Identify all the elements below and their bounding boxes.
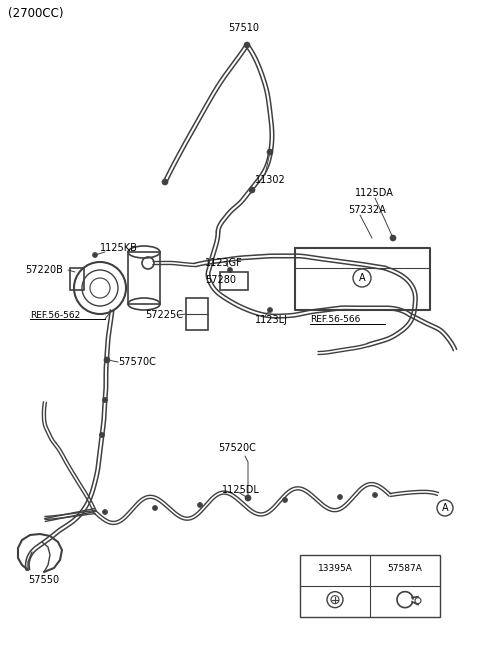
Text: 13395A: 13395A [318, 564, 352, 573]
Text: 57220B: 57220B [25, 265, 63, 275]
Circle shape [245, 495, 251, 501]
Circle shape [372, 493, 377, 497]
Circle shape [267, 149, 273, 155]
Text: 57570C: 57570C [118, 357, 156, 367]
Text: 1125DA: 1125DA [355, 188, 394, 198]
Circle shape [267, 308, 273, 312]
Text: REF.56-562: REF.56-562 [30, 310, 80, 319]
Circle shape [99, 432, 105, 438]
Circle shape [245, 495, 251, 501]
Circle shape [331, 596, 339, 604]
Circle shape [103, 398, 108, 403]
Text: 57510: 57510 [228, 23, 259, 33]
Circle shape [249, 187, 255, 193]
Circle shape [337, 495, 343, 499]
Circle shape [353, 269, 371, 287]
Bar [70, 268, 84, 290]
Text: 1123GF: 1123GF [205, 258, 243, 268]
Circle shape [197, 502, 203, 508]
Circle shape [244, 42, 250, 48]
Circle shape [437, 500, 453, 516]
Text: (2700CC): (2700CC) [8, 7, 63, 20]
Circle shape [390, 235, 396, 241]
Text: 57225C: 57225C [145, 310, 183, 320]
Text: REF.56-566: REF.56-566 [310, 316, 360, 325]
Circle shape [228, 268, 232, 272]
Text: 57550: 57550 [28, 575, 59, 585]
Text: 1125KB: 1125KB [100, 243, 138, 253]
Circle shape [327, 592, 343, 607]
Circle shape [283, 497, 288, 502]
Circle shape [153, 506, 157, 510]
Text: 57280: 57280 [205, 275, 236, 285]
Bar [220, 272, 248, 290]
Text: A: A [442, 503, 448, 513]
Bar [300, 555, 440, 617]
Circle shape [103, 510, 108, 514]
Text: 1125DL: 1125DL [222, 485, 260, 495]
Circle shape [162, 179, 168, 185]
Bar [128, 252, 160, 304]
Circle shape [104, 357, 110, 363]
Circle shape [93, 253, 97, 258]
Bar [186, 298, 208, 330]
Text: 11302: 11302 [255, 175, 286, 185]
Text: 57520C: 57520C [218, 443, 256, 453]
Text: 1123LJ: 1123LJ [255, 315, 288, 325]
Text: 57232A: 57232A [348, 205, 386, 215]
Text: A: A [359, 273, 365, 283]
Text: 57587A: 57587A [387, 564, 422, 573]
